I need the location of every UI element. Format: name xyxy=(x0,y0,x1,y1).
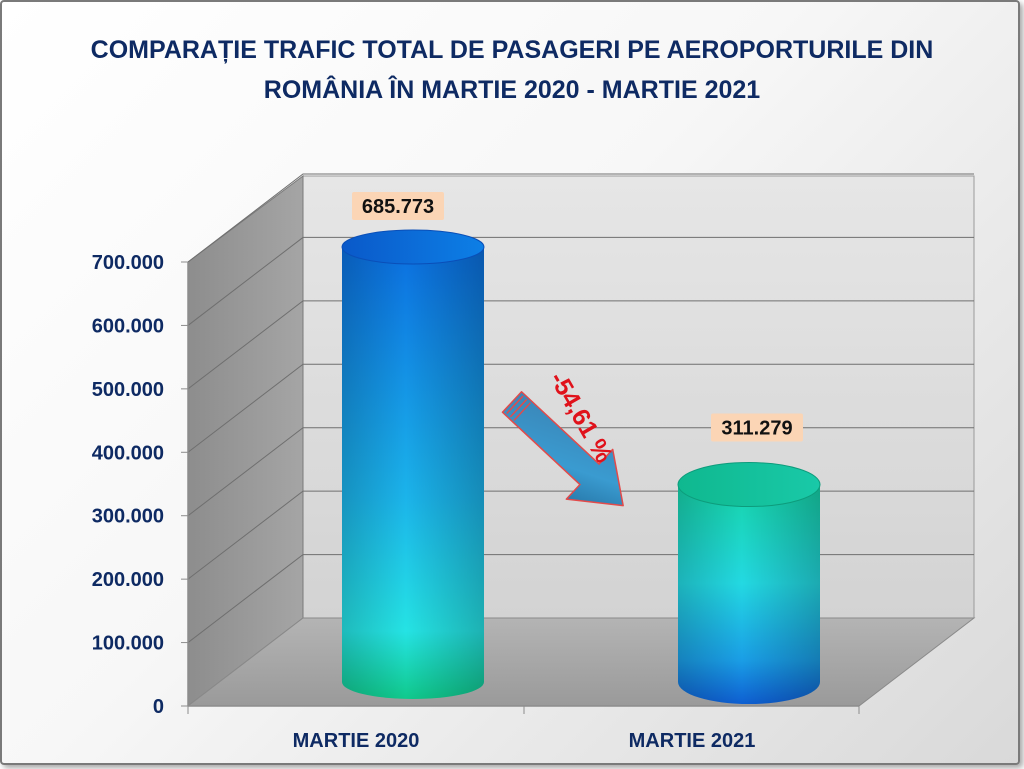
bar-martie-2021-shade xyxy=(678,484,820,704)
chart-title: COMPARAȚIE TRAFIC TOTAL DE PASAGERI PE A… xyxy=(0,30,1024,110)
data-label-martie-2021: 311.279 xyxy=(711,413,803,442)
bar-martie-2021-top xyxy=(677,462,821,508)
y-tick-label: 700.000 xyxy=(92,252,164,274)
data-label-martie-2020-text: 685.773 xyxy=(362,196,434,218)
gridline xyxy=(187,236,974,326)
data-label-martie-2020: 685.773 xyxy=(352,192,444,221)
chart-floor xyxy=(186,617,976,707)
bar-martie-2020-top xyxy=(341,229,485,265)
chart-title-line-2: ROMÂNIA ÎN MARTIE 2020 - MARTIE 2021 xyxy=(263,76,761,104)
y-tick-label: 0 xyxy=(153,696,164,718)
y-tick-label: 200.000 xyxy=(92,569,164,591)
x-tick-label: MARTIE 2020 xyxy=(293,730,420,752)
decrease-arrow-icon xyxy=(501,391,624,507)
bar-martie-2020-shade xyxy=(342,247,484,699)
y-tick-label: 100.000 xyxy=(92,633,164,655)
x-axis-ticks: MARTIE 2020 MARTIE 2021 xyxy=(187,706,860,752)
bar-martie-2021 xyxy=(677,462,821,704)
y-tick-label: 500.000 xyxy=(92,379,164,401)
gridline xyxy=(187,363,974,453)
gridline xyxy=(187,300,974,390)
chart-title-line-1: COMPARAȚIE TRAFIC TOTAL DE PASAGERI PE A… xyxy=(90,36,934,64)
data-label-martie-2021-text: 311.279 xyxy=(721,418,792,440)
data-label-martie-2021-bg xyxy=(711,413,803,442)
gridline xyxy=(187,173,974,263)
y-tick-label: 600.000 xyxy=(92,315,164,337)
x-tick-label: MARTIE 2021 xyxy=(629,730,756,752)
data-label-martie-2020-bg xyxy=(352,192,444,221)
y-tick-label: 300.000 xyxy=(92,506,164,528)
y-axis-ticks: 0 100.000 200.000 300.000 400.000 500.000 600.… xyxy=(92,252,188,718)
bar-martie-2020 xyxy=(341,229,485,699)
y-tick-label: 400.000 xyxy=(92,442,164,464)
